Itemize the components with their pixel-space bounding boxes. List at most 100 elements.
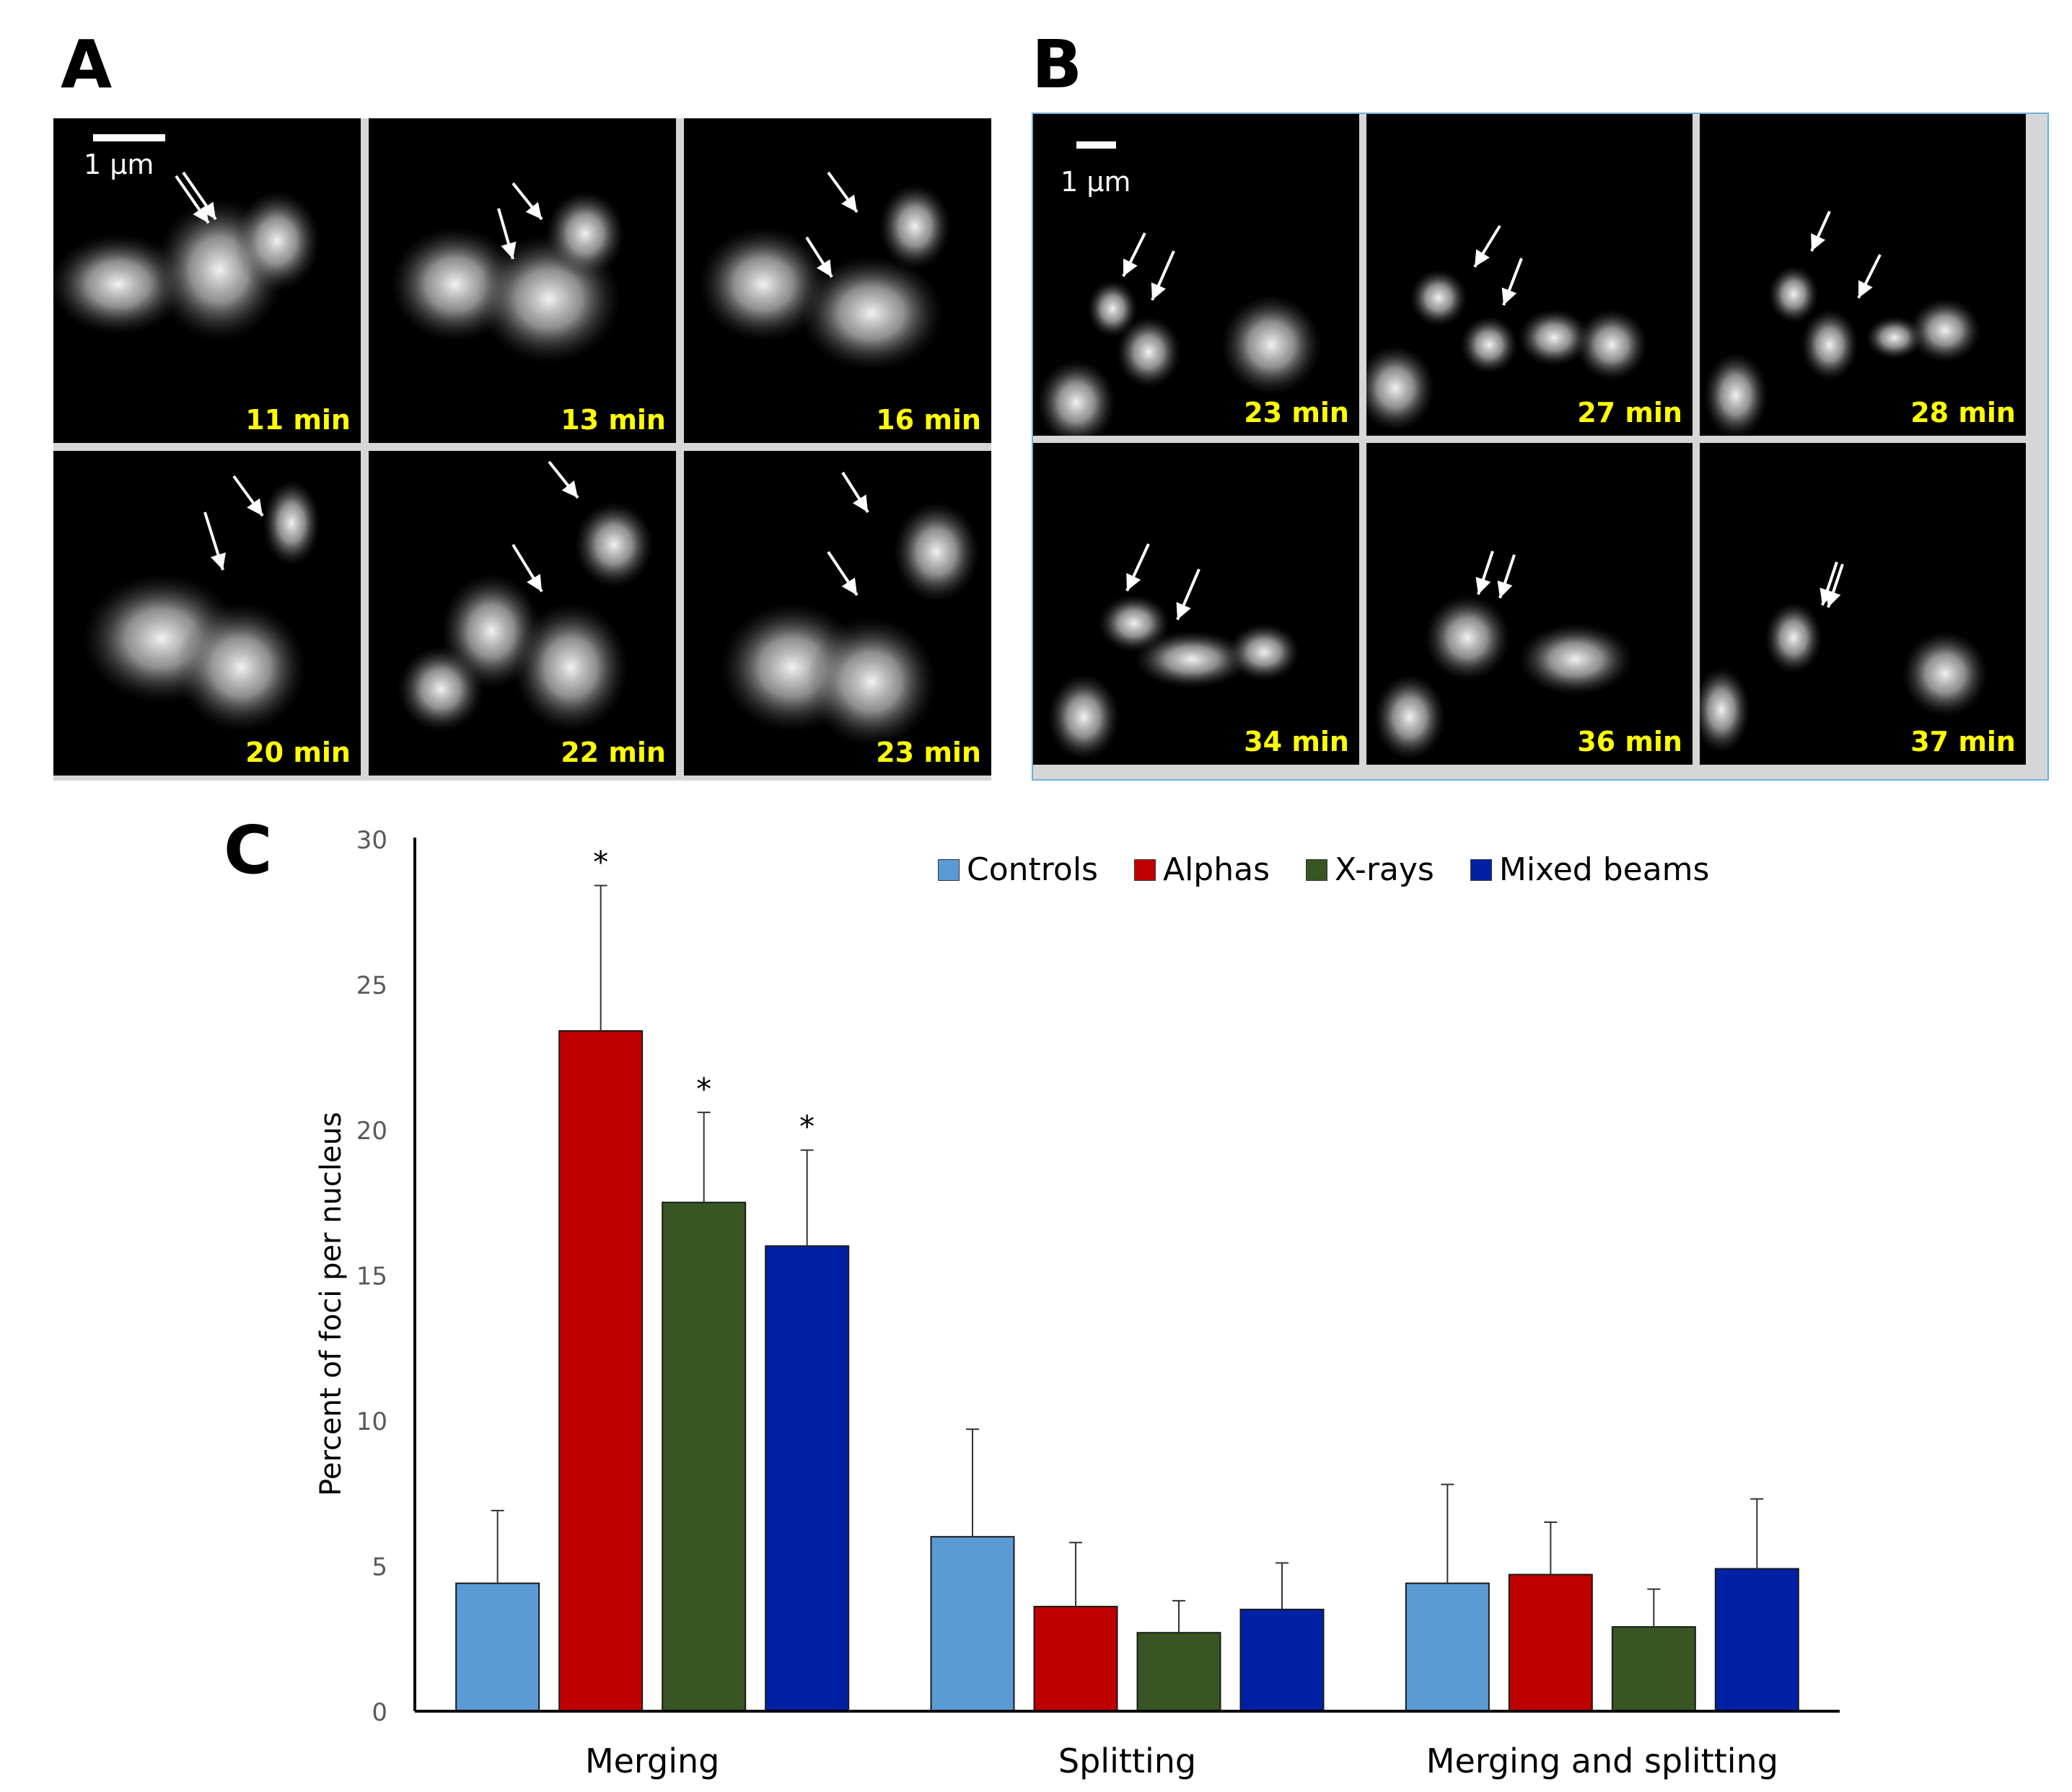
legend-item: Controls — [938, 851, 1098, 888]
focus-blob — [1116, 316, 1181, 388]
time-label: 37 min — [1910, 726, 2016, 757]
arrow-head-icon — [200, 201, 216, 219]
arrow-head-icon — [561, 480, 578, 498]
category-label: Splitting — [1058, 1742, 1196, 1780]
focus-blob — [513, 602, 628, 732]
micrograph-tile: 28 min — [1700, 114, 2026, 436]
focus-blob — [176, 602, 306, 732]
focus-blob — [1221, 294, 1322, 395]
category-label: Merging — [585, 1742, 719, 1780]
arrow-head-icon — [1825, 589, 1841, 607]
focus-blob — [1801, 309, 1858, 381]
time-label: 11 min — [245, 404, 351, 436]
legend-label: Alphas — [1162, 851, 1270, 888]
legend-label: Controls — [967, 851, 1098, 888]
scale-bar — [1076, 141, 1116, 149]
significance-marker: * — [799, 1109, 815, 1144]
panel-a-letter: A — [61, 26, 113, 103]
legend-swatch — [1133, 858, 1156, 881]
focus-blob — [1134, 631, 1250, 688]
arrow-head-icon — [1475, 249, 1490, 267]
focus-blob — [1410, 269, 1467, 327]
micrograph-tile: 20 min — [53, 451, 361, 776]
arrow-head-icon — [501, 241, 517, 259]
significance-marker: * — [696, 1071, 711, 1107]
time-label: 27 min — [1577, 397, 1682, 429]
arrow-head-icon — [852, 494, 868, 512]
focus-blob — [263, 480, 320, 566]
micrograph-tile: 34 min — [1033, 443, 1359, 765]
panel-a-micrographs: 11 min 1 µm 13 min 16 min 20 min 22 min 23 min — [53, 118, 991, 781]
focus-blob — [1703, 352, 1768, 436]
arrow-head-icon — [816, 259, 832, 277]
bar — [1508, 1573, 1593, 1713]
arrow-head-icon — [527, 574, 542, 592]
time-label: 34 min — [1244, 726, 1349, 757]
legend-label: X-rays — [1335, 851, 1434, 888]
panel-b-letter: B — [1032, 26, 1083, 103]
arrow-head-icon — [1501, 287, 1517, 305]
focus-blob — [1228, 623, 1300, 681]
bar — [1611, 1626, 1696, 1712]
micrograph-tile: 27 min — [1366, 114, 1693, 436]
arrow-head-icon — [1126, 573, 1141, 591]
focus-blob — [1098, 594, 1170, 652]
focus-blob — [545, 190, 625, 277]
y-tick-label: 0 — [372, 1698, 387, 1727]
time-label: 23 min — [876, 737, 981, 768]
time-label: 16 min — [876, 404, 981, 436]
focus-blob — [53, 234, 187, 335]
bar — [455, 1582, 540, 1712]
arrow-head-icon — [1475, 576, 1491, 594]
arrow-head-icon — [841, 577, 857, 595]
focus-blob — [1902, 631, 1988, 717]
legend-item: Mixed beams — [1470, 851, 1710, 888]
arrow-head-icon — [841, 194, 857, 212]
scale-bar — [93, 134, 165, 141]
arrow-head-icon — [1176, 602, 1191, 620]
legend-item: X-rays — [1306, 851, 1434, 888]
focus-blob — [1866, 316, 1923, 359]
focus-blob — [1424, 594, 1511, 681]
y-tick-label: 15 — [356, 1262, 387, 1291]
arrow-head-icon — [1123, 258, 1138, 276]
bar — [765, 1245, 850, 1712]
bar — [930, 1536, 1015, 1712]
y-tick-label: 5 — [372, 1553, 387, 1582]
y-tick-label: 10 — [356, 1407, 387, 1436]
time-label: 28 min — [1910, 397, 2016, 429]
bar-chart: 0 5 10 15 20 25 30 Percent of foci per nucleus *… — [315, 826, 1840, 1780]
arrow-head-icon — [1497, 580, 1513, 598]
focus-blob — [1374, 674, 1446, 760]
focus-blob — [1576, 309, 1648, 381]
time-label: 20 min — [245, 737, 351, 768]
arrow-head-icon — [247, 498, 263, 516]
micrograph-tile: 13 min — [369, 118, 676, 443]
focus-blob — [1460, 316, 1518, 374]
focus-blob — [1909, 298, 1981, 363]
focus-blob — [698, 227, 828, 342]
focus-blob — [1700, 667, 1750, 753]
focus-blob — [1768, 265, 1819, 323]
micrograph-tile: 22 min — [369, 451, 676, 776]
focus-blob — [1366, 345, 1435, 431]
focus-blob — [879, 183, 951, 270]
micrograph-tile: 16 min — [684, 118, 991, 443]
legend-swatch — [938, 858, 960, 881]
category-label: Merging and splitting — [1426, 1742, 1778, 1780]
focus-blob — [1037, 359, 1116, 436]
arrow-head-icon — [210, 552, 226, 570]
bar — [1136, 1632, 1221, 1712]
micrograph-tile: 36 min — [1366, 443, 1693, 765]
arrow-head-icon — [1151, 282, 1166, 300]
bar — [1033, 1605, 1118, 1712]
y-axis-title: Percent of foci per nucleus — [315, 1112, 348, 1496]
focus-blob — [893, 501, 980, 602]
time-label: 23 min — [1244, 397, 1349, 429]
legend-item: Alphas — [1133, 851, 1270, 888]
focus-blob — [1518, 623, 1633, 695]
legend-label: Mixed beams — [1498, 851, 1710, 888]
significance-marker: * — [593, 844, 608, 879]
legend-swatch — [1306, 858, 1328, 881]
panel-b-micrographs: 23 min 1 µm 27 min 28 min 34 min 36 min 37 min — [1032, 113, 2049, 781]
